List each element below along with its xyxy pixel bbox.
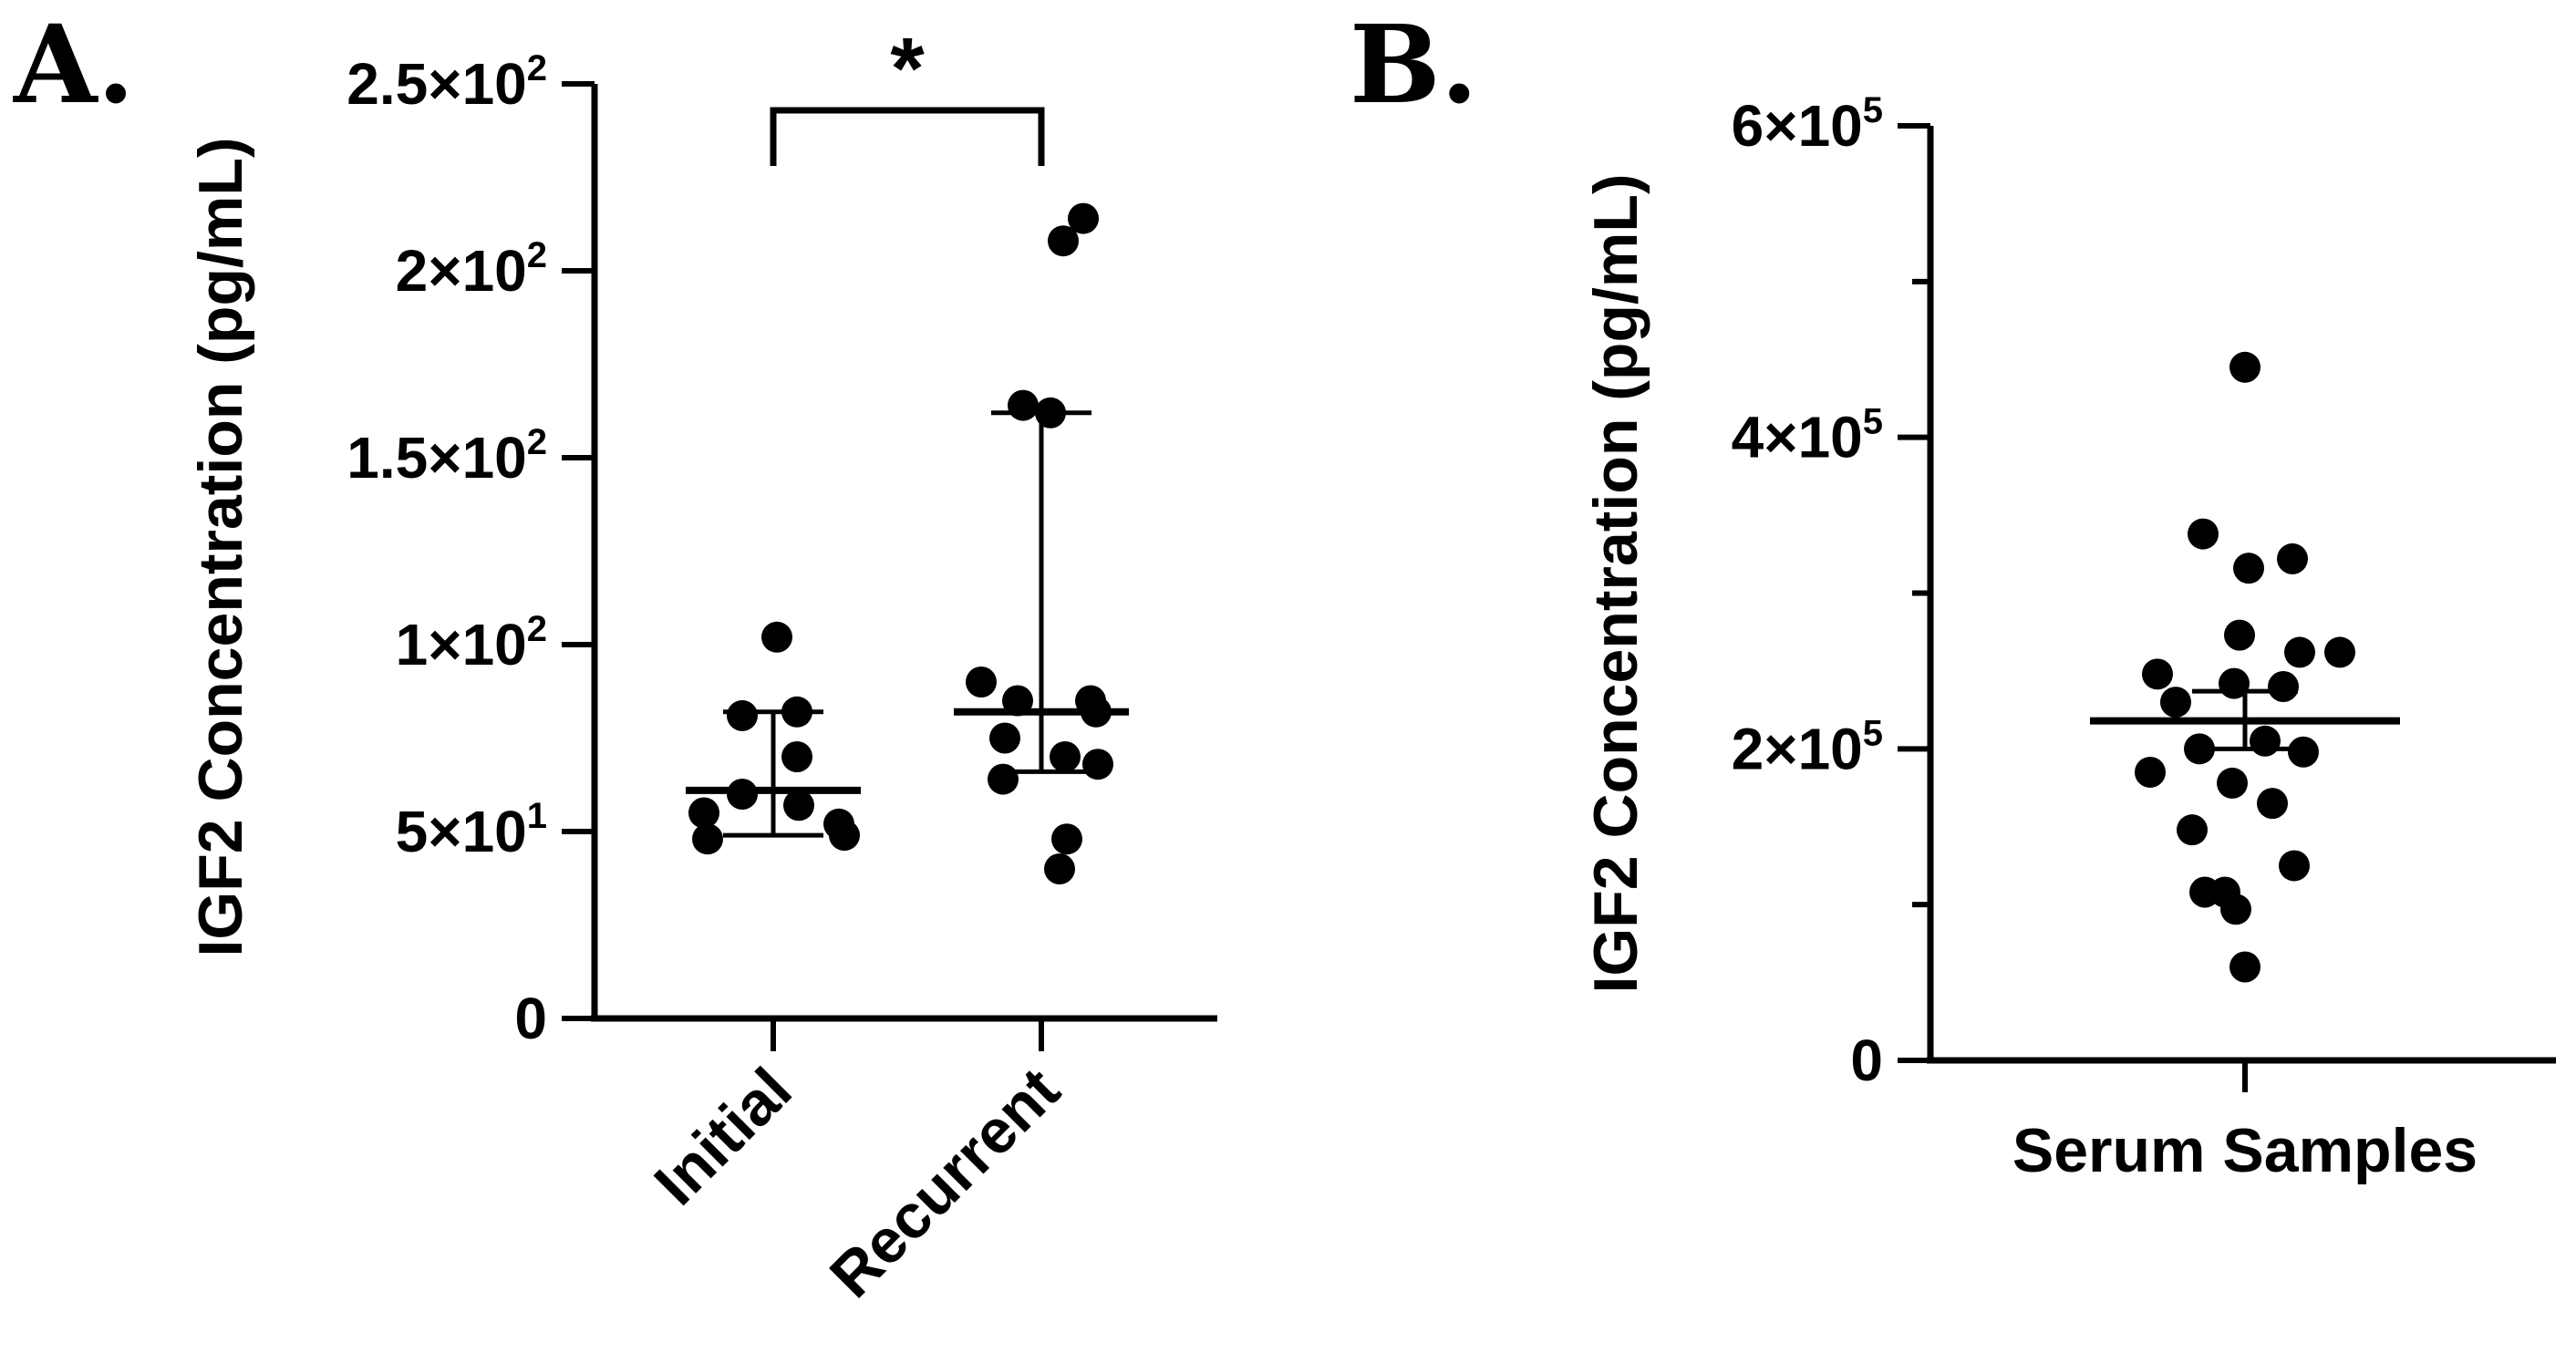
y-tick-label-0: 0 [514,986,547,1051]
y-tick-label-1: 2×105 [1732,713,1883,781]
data-point-initial [688,797,719,829]
y-tick-label-1: 5×101 [396,796,547,864]
significance-bracket: * [770,20,1045,166]
panel-b-y-axis-title: IGF2 Concentration (pg/mL) [1581,173,1650,993]
y-tick-label-exponent: 5 [1863,90,1883,130]
panel-a-y-axis-title: IGF2 Concentration (pg/mL) [186,137,255,956]
data-point-serum-samples [2279,850,2310,882]
panel-a: A. IGF2 Concentration (pg/mL) 0 5×101 1×10… [13,1,1217,1311]
data-point-serum-samples [2177,814,2208,846]
y-tick-label-4: 2×102 [396,235,547,304]
data-point-serum-samples [2277,542,2308,574]
data-point-recurrent [988,763,1019,795]
y-tick-label-exponent: 1 [527,796,547,836]
y-tick-label-2: 1×102 [396,609,547,677]
y-tick-label-exponent: 2 [527,609,547,649]
data-point-recurrent [966,666,997,698]
data-point-recurrent [989,722,1020,754]
data-point-initial [692,823,723,855]
data-point-serum-samples [2229,351,2260,383]
data-point-serum-samples [2217,767,2248,799]
y-tick-label-exponent: 5 [1863,713,1883,753]
data-point-serum-samples [2220,894,2251,925]
data-point-serum-samples [2284,636,2315,668]
y-tick-label-exponent: 2 [527,48,547,88]
data-point-serum-samples [2257,788,2288,820]
data-point-serum-samples [2224,619,2255,651]
y-tick-label-2: 4×105 [1732,402,1883,470]
data-point-serum-samples [2268,671,2299,702]
data-point-serum-samples [2250,725,2281,757]
y-tick-label-exponent: 2 [527,235,547,275]
data-point-recurrent [1068,202,1099,234]
y-tick-label-exponent: 5 [1863,402,1883,442]
data-point-initial [781,741,812,772]
y-tick-label-3: 6×105 [1732,90,1883,159]
panel-b: B. IGF2 Concentration (pg/mL) 0 2×105 4×10… [1350,1,2556,1185]
x-tick-label-initial: Initial [641,1055,804,1218]
data-point-serum-samples [2184,733,2215,765]
data-point-recurrent [1044,853,1075,884]
data-point-recurrent [1050,741,1081,772]
data-point-serum-samples [2135,756,2166,788]
data-point-recurrent [1048,225,1079,257]
data-point-serum-samples [2219,667,2250,699]
panel-a-label: A. [13,1,135,128]
data-point-serum-samples [2229,951,2260,983]
data-point-serum-samples [2188,518,2219,550]
significance-label: * [890,20,925,118]
data-point-recurrent [1035,397,1066,429]
y-tick-label-exponent: 2 [527,422,547,462]
data-point-serum-samples [2160,687,2191,718]
data-point-initial [783,790,814,822]
data-point-initial [727,699,758,731]
x-tick-label-serum-samples: Serum Samples [2012,1116,2478,1185]
y-tick-label-0: 0 [1850,1028,1883,1093]
data-point-recurrent [1008,389,1039,421]
significance-bracket-line [770,107,1045,166]
x-tick-label-recurrent: Recurrent [817,1055,1073,1311]
data-point-initial [829,820,860,852]
data-point-serum-samples [2288,736,2319,768]
data-point-recurrent [1051,823,1082,855]
data-point-serum-samples [2324,636,2355,668]
data-point-initial [727,779,758,810]
data-point-serum-samples [2233,553,2264,584]
data-point-serum-samples [2142,658,2173,690]
y-tick-label-5: 2.5×102 [347,48,547,117]
data-point-initial [761,621,792,653]
y-tick-label-3: 1.5×102 [347,422,547,491]
data-point-initial [781,696,812,728]
data-point-recurrent [1082,749,1113,780]
panel-b-label: B. [1350,1,1478,128]
